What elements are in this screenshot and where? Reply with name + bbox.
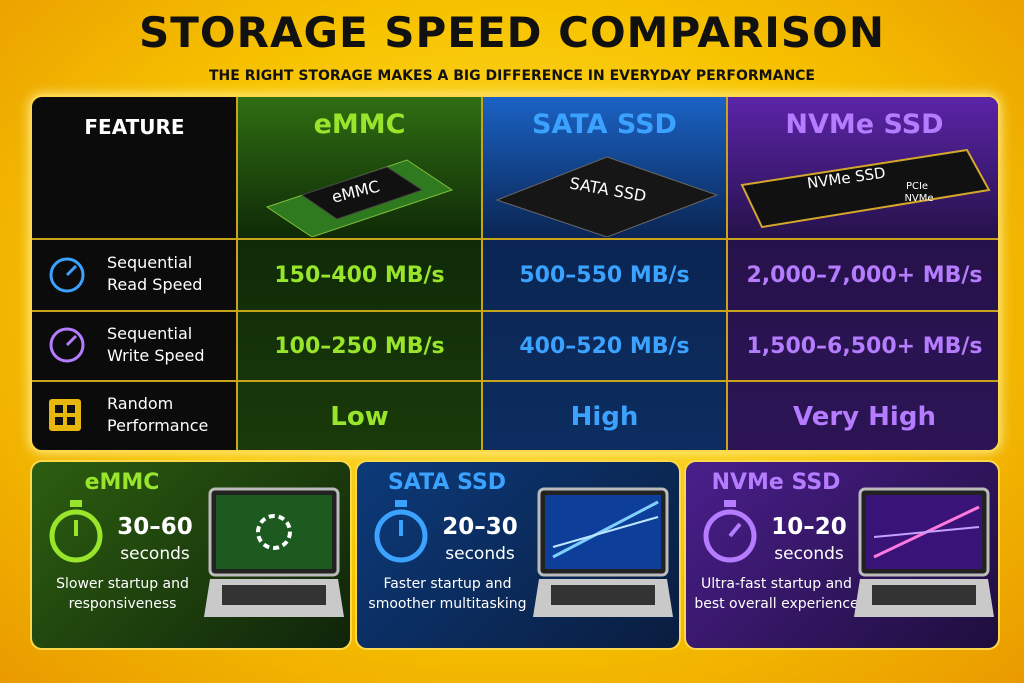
card-unit: seconds bbox=[120, 544, 190, 564]
laptop bbox=[533, 487, 673, 617]
gauge-icon bbox=[49, 257, 85, 293]
cell: 400–520 MB/s bbox=[519, 333, 690, 359]
cell: Low bbox=[330, 402, 389, 432]
title: STORAGE SPEED COMPARISON bbox=[139, 8, 885, 57]
subtitle: THE RIGHT STORAGE MAKES A BIG DIFFERENCE… bbox=[209, 68, 815, 84]
stopwatch-icon bbox=[703, 500, 757, 563]
cell: 100–250 MB/s bbox=[274, 333, 445, 359]
row-label: Sequential Write Speed bbox=[107, 324, 205, 365]
card-unit: seconds bbox=[774, 544, 844, 564]
card-time: 30–60 bbox=[117, 514, 193, 540]
row-label: Random Performance bbox=[107, 394, 209, 435]
stopwatch-icon bbox=[374, 500, 428, 563]
row-divider bbox=[32, 310, 998, 312]
cell: 1,500–6,500+ MB/s bbox=[746, 333, 983, 359]
boot-card: SATA SSD 20–30 seconds Faster startup an… bbox=[355, 460, 681, 650]
chip-sublabel: PCIe bbox=[906, 181, 928, 192]
card-description: Slower startup and responsiveness bbox=[56, 576, 189, 612]
boot-card: eMMC 30–60 seconds Slower startup and re… bbox=[30, 460, 352, 650]
emmc-column bbox=[237, 97, 482, 450]
comparison-table: FEATURE eMMC SATA SSD NVMe SSD eMMC SATA… bbox=[30, 95, 1000, 452]
boot-card: NVMe SSD 10–20 seconds Ultra-fast startu… bbox=[684, 460, 1000, 650]
grid-icon bbox=[49, 399, 81, 431]
cell: 500–550 MB/s bbox=[519, 262, 690, 288]
card-description: Ultra-fast startup and best overall expe… bbox=[694, 576, 859, 612]
laptop bbox=[854, 487, 994, 617]
stopwatch-icon bbox=[49, 500, 103, 563]
sata-chip: SATA SSD bbox=[495, 156, 719, 237]
col-divider bbox=[236, 97, 238, 450]
card-time: 20–30 bbox=[442, 514, 518, 540]
column-header: SATA SSD bbox=[532, 109, 677, 140]
cell: High bbox=[570, 402, 639, 432]
column-header: NVMe SSD bbox=[785, 109, 944, 140]
row-divider bbox=[32, 380, 998, 382]
card-name: NVMe SSD bbox=[711, 470, 841, 495]
cell: Very High bbox=[793, 402, 936, 432]
sata-column bbox=[482, 97, 727, 450]
column-header: eMMC bbox=[313, 109, 406, 140]
chip-sublabel: NVMe bbox=[904, 193, 933, 204]
feature-header: FEATURE bbox=[84, 115, 185, 139]
col-divider bbox=[726, 97, 728, 450]
card-name: eMMC bbox=[84, 470, 160, 495]
laptop bbox=[204, 487, 344, 617]
col-divider bbox=[481, 97, 483, 450]
gauge-icon bbox=[49, 327, 85, 363]
row-divider bbox=[32, 238, 998, 240]
cell: 2,000–7,000+ MB/s bbox=[746, 262, 983, 288]
emmc-chip: eMMC bbox=[265, 159, 454, 237]
card-description: Faster startup and smoother multitasking bbox=[368, 576, 527, 612]
cell: 150–400 MB/s bbox=[274, 262, 445, 288]
nvme-chip: NVMe SSD PCIe NVMe bbox=[740, 148, 991, 229]
row-label: Sequential Read Speed bbox=[107, 253, 203, 294]
card-time: 10–20 bbox=[771, 514, 847, 540]
card-name: SATA SSD bbox=[387, 470, 507, 495]
card-unit: seconds bbox=[445, 544, 515, 564]
